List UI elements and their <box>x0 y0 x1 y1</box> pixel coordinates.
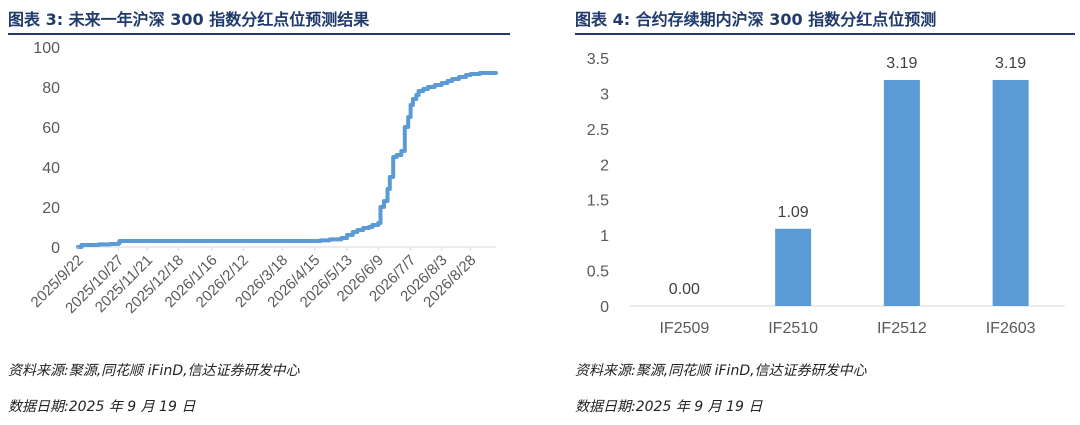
y-tick-label: 0 <box>51 240 60 257</box>
left-source-note: 资料来源:聚源,同花顺 iFinD,信达证券研发中心 <box>8 363 300 379</box>
y-tick-label: 1.5 <box>587 193 609 210</box>
y-tick-label: 1 <box>600 228 609 245</box>
bar-value-label: 3.19 <box>995 55 1026 72</box>
left-chart-title: 图表 3: 未来一年沪深 300 指数分红点位预测结果 <box>8 10 370 29</box>
bar-if2512 <box>883 79 920 306</box>
y-tick-label: 0 <box>600 299 609 316</box>
y-tick-label: 40 <box>42 160 60 177</box>
y-tick-label: 3.5 <box>587 51 609 68</box>
right-title-rule <box>575 33 1075 35</box>
y-tick-label: 60 <box>42 120 60 137</box>
x-category-label: IF2510 <box>768 320 818 337</box>
bar-value-label: 3.19 <box>886 55 917 72</box>
bar-if2603 <box>992 79 1029 306</box>
right-source-note: 资料来源:聚源,同花顺 iFinD,信达证券研发中心 <box>575 363 867 379</box>
y-tick-label: 3 <box>600 86 609 103</box>
y-tick-label: 2 <box>600 157 609 174</box>
y-tick-label: 100 <box>33 40 60 57</box>
dividend-points-line <box>76 71 498 249</box>
bar-if2510 <box>775 228 812 306</box>
y-tick-label: 80 <box>42 80 60 97</box>
y-tick-label: 20 <box>42 200 60 217</box>
y-tick-label: 0.5 <box>587 264 609 281</box>
line-chart: 0204060801002025/9/222025/10/272025/11/2… <box>28 40 498 317</box>
left-title-rule <box>8 33 510 35</box>
y-tick-label: 2.5 <box>587 122 609 139</box>
x-category-label: IF2509 <box>659 320 709 337</box>
x-category-label: IF2512 <box>877 320 927 337</box>
bar-chart: 0 0.5 1 1.5 2 2.5 3 3.5 0.00 IF2509 1.09 IF2510 3.19… <box>587 51 1065 337</box>
x-category-label: IF2603 <box>986 320 1036 337</box>
right-date-note: 数据日期:2025 年 9 月 19 日 <box>575 399 763 415</box>
right-chart-title: 图表 4: 合约存续期内沪深 300 指数分红点位预测 <box>575 10 937 29</box>
left-date-note: 数据日期:2025 年 9 月 19 日 <box>8 399 196 415</box>
bar-value-label: 0.00 <box>669 281 700 298</box>
bar-value-label: 1.09 <box>778 204 809 221</box>
